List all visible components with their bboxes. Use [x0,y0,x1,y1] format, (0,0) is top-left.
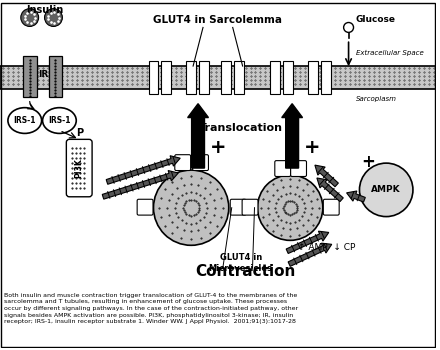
FancyArrow shape [106,156,180,184]
Ellipse shape [8,108,42,133]
Bar [186,61,196,94]
FancyBboxPatch shape [291,161,307,176]
FancyArrow shape [187,104,209,168]
Text: GLUT4 in
Microvesicles: GLUT4 in Microvesicles [209,253,273,273]
Text: ↑ AMP  ↓ CP: ↑ AMP ↓ CP [298,243,356,252]
FancyBboxPatch shape [242,199,258,215]
FancyBboxPatch shape [230,199,246,215]
FancyBboxPatch shape [175,155,191,170]
Text: Extracellular Space: Extracellular Space [356,50,423,56]
Bar [234,61,244,94]
Text: Glucose: Glucose [356,15,396,24]
Bar [221,61,231,94]
FancyArrow shape [317,178,343,202]
Text: +: + [361,153,375,171]
Ellipse shape [43,108,76,133]
Circle shape [257,175,323,240]
FancyArrow shape [315,165,338,187]
FancyBboxPatch shape [275,161,291,176]
Bar [270,61,280,94]
Text: P: P [76,128,83,138]
Text: +: + [304,138,320,157]
Text: IRS-1: IRS-1 [48,116,71,125]
FancyArrow shape [102,170,178,199]
Bar [48,56,62,97]
Text: Insulin: Insulin [26,5,63,15]
Bar [149,61,158,94]
Bar [199,61,209,94]
FancyBboxPatch shape [323,199,339,215]
Circle shape [154,170,229,245]
Text: IRS-1: IRS-1 [14,116,36,125]
Text: PI3K: PI3K [75,158,84,178]
FancyBboxPatch shape [66,139,92,197]
FancyArrow shape [282,104,303,168]
Bar [321,61,331,94]
FancyArrow shape [347,191,365,202]
Text: GLUT4 in Sarcolemma: GLUT4 in Sarcolemma [154,15,282,24]
Circle shape [21,9,39,27]
Circle shape [344,22,353,33]
FancyArrow shape [286,231,329,253]
FancyArrow shape [288,243,332,266]
FancyBboxPatch shape [137,199,153,215]
Text: Translocation: Translocation [198,124,282,133]
Bar [161,61,171,94]
FancyBboxPatch shape [193,155,209,170]
Circle shape [44,9,62,27]
Text: Both insulin and muscle contraction trigger translocation of GLUT-4 to the membr: Both insulin and muscle contraction trig… [4,293,298,324]
Text: +: + [209,138,226,157]
Bar [0,66,436,89]
Text: Sarcoplasm: Sarcoplasm [356,96,396,102]
Text: Contraction: Contraction [195,264,296,279]
Circle shape [359,163,413,217]
Bar [308,61,318,94]
Text: AMPK: AMPK [371,186,401,194]
Bar [23,56,37,97]
Bar [283,61,293,94]
Text: IR: IR [38,70,49,79]
